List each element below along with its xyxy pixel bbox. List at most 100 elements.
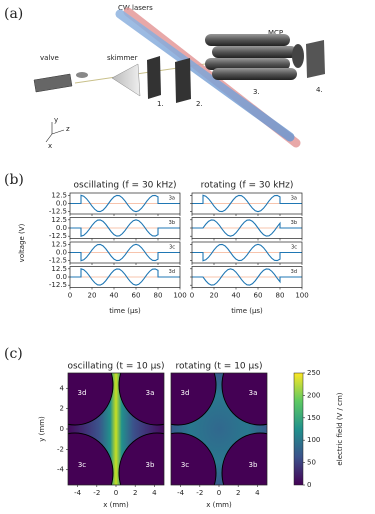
voltage-line [192, 194, 302, 213]
panel-label: (a) [4, 6, 23, 22]
y-tick-label: -12.5 [49, 232, 67, 240]
stage-label: 1. [157, 100, 164, 108]
series-label: 3d [169, 269, 175, 275]
rod [212, 46, 297, 58]
panel-label: (c) [4, 346, 23, 362]
y-tick-label: 12.5 [51, 240, 67, 248]
x-tick-label: 40 [110, 292, 119, 300]
colorbar-tick-label: 0 [307, 481, 311, 489]
voltage-line [70, 268, 180, 286]
series-label: 3b [169, 220, 175, 226]
x-tick-label: 20 [210, 292, 219, 300]
x-tick-label: 40 [232, 292, 241, 300]
chart-title: rotating (t = 10 µs) [176, 362, 263, 372]
x-tick-label: 0 [190, 292, 194, 300]
voltage-line [192, 268, 302, 286]
laser-blue [115, 9, 295, 142]
x-tick-label: 60 [132, 292, 141, 300]
series-label: 3d [291, 269, 297, 275]
electrode-label: 3a [146, 389, 155, 397]
x-tick-label: 60 [254, 292, 263, 300]
series-label: 3a [169, 196, 175, 202]
colorbar-tick-label: 250 [307, 369, 320, 377]
mcp [292, 44, 304, 68]
electrode-label: 3c [78, 461, 86, 469]
chart-title: oscillating (t = 10 µs) [67, 362, 164, 372]
y-tick-label: -4 [57, 466, 65, 474]
x-axis-label: time (µs) [109, 307, 141, 315]
series-label: 3c [169, 245, 175, 251]
x-tick-label: 0 [217, 489, 221, 497]
voltage-line [192, 243, 302, 262]
x-axis-label: x (mm) [103, 501, 129, 509]
electrode-label: 3b [249, 461, 258, 469]
x-tick-label: 4 [152, 489, 157, 497]
chart-title: rotating (f = 30 kHz) [201, 181, 294, 191]
x-tick-label: 2 [133, 489, 137, 497]
y-tick-label: 12.5 [51, 216, 67, 224]
y-axis-label: voltage (V) [18, 223, 26, 262]
x-tick-label: 80 [276, 292, 285, 300]
plate-2 [175, 58, 191, 103]
stage-label: 3. [253, 88, 260, 96]
electrode-label: 3b [146, 461, 155, 469]
electrode-label: 3c [181, 461, 189, 469]
voltage-line [70, 194, 180, 213]
colorbar-tick-label: 100 [307, 436, 320, 444]
panel-label: (b) [4, 172, 24, 188]
x-axis-label: time (µs) [231, 307, 263, 315]
voltage-line [70, 243, 180, 262]
rod [205, 34, 290, 46]
x-tick-label: 100 [295, 292, 308, 300]
series-label: 3a [291, 196, 297, 202]
y-tick-label: 0.0 [56, 249, 67, 257]
y-tick-label: 0.0 [56, 224, 67, 232]
setup-diagram: (a) CW lasers MCP valve skimmer 1. 2. 3.… [4, 4, 325, 150]
field-map [171, 373, 267, 485]
y-axis-label: y (mm) [38, 416, 46, 442]
y-tick-label: -2 [57, 445, 64, 453]
y-tick-label: 12.5 [51, 191, 67, 199]
axis-arrow [51, 129, 65, 135]
x-tick-label: -4 [74, 489, 82, 497]
colorbar-tick-label: 200 [307, 391, 320, 399]
y-tick-label: -12.5 [49, 208, 67, 216]
x-tick-label: 0 [68, 292, 72, 300]
rod [212, 68, 297, 80]
y-tick-label: 0 [60, 425, 64, 433]
y-tick-label: 0.0 [56, 200, 67, 208]
axis-letter: z [66, 125, 70, 133]
field-map [68, 373, 164, 485]
valve-label: valve [40, 54, 59, 62]
axis-letter: x [48, 142, 52, 150]
x-tick-label: -2 [196, 489, 203, 497]
x-tick-label: 100 [173, 292, 186, 300]
skimmer [111, 63, 141, 97]
y-tick-label: -12.5 [49, 281, 67, 289]
electrode-label: 3d [181, 389, 190, 397]
voltage-line [192, 219, 302, 237]
y-tick-label: 4 [60, 384, 65, 392]
x-tick-label: -2 [93, 489, 100, 497]
x-axis-label: x (mm) [206, 501, 232, 509]
y-tick-label: 2 [60, 405, 64, 413]
colorbar-tick-label: 50 [307, 459, 316, 467]
colorbar-label: electric field (V / cm) [336, 392, 344, 465]
x-tick-label: 20 [88, 292, 97, 300]
x-tick-label: -4 [177, 489, 185, 497]
valve-knob [76, 72, 88, 78]
y-tick-label: -12.5 [49, 257, 67, 265]
x-tick-label: 0 [114, 489, 118, 497]
colorbar-tick-label: 150 [307, 414, 320, 422]
axis-arrow [45, 133, 53, 143]
mcp-label: MCP [268, 29, 283, 37]
skimmer-label: skimmer [107, 54, 138, 62]
chart-title: oscillating (f = 30 kHz) [74, 181, 177, 191]
stage-label: 2. [196, 100, 203, 108]
colorbar [293, 372, 304, 486]
voltage-line [70, 219, 180, 237]
axis-letter: y [54, 116, 58, 124]
electrode-label: 3d [78, 389, 87, 397]
series-label: 3b [291, 220, 297, 226]
